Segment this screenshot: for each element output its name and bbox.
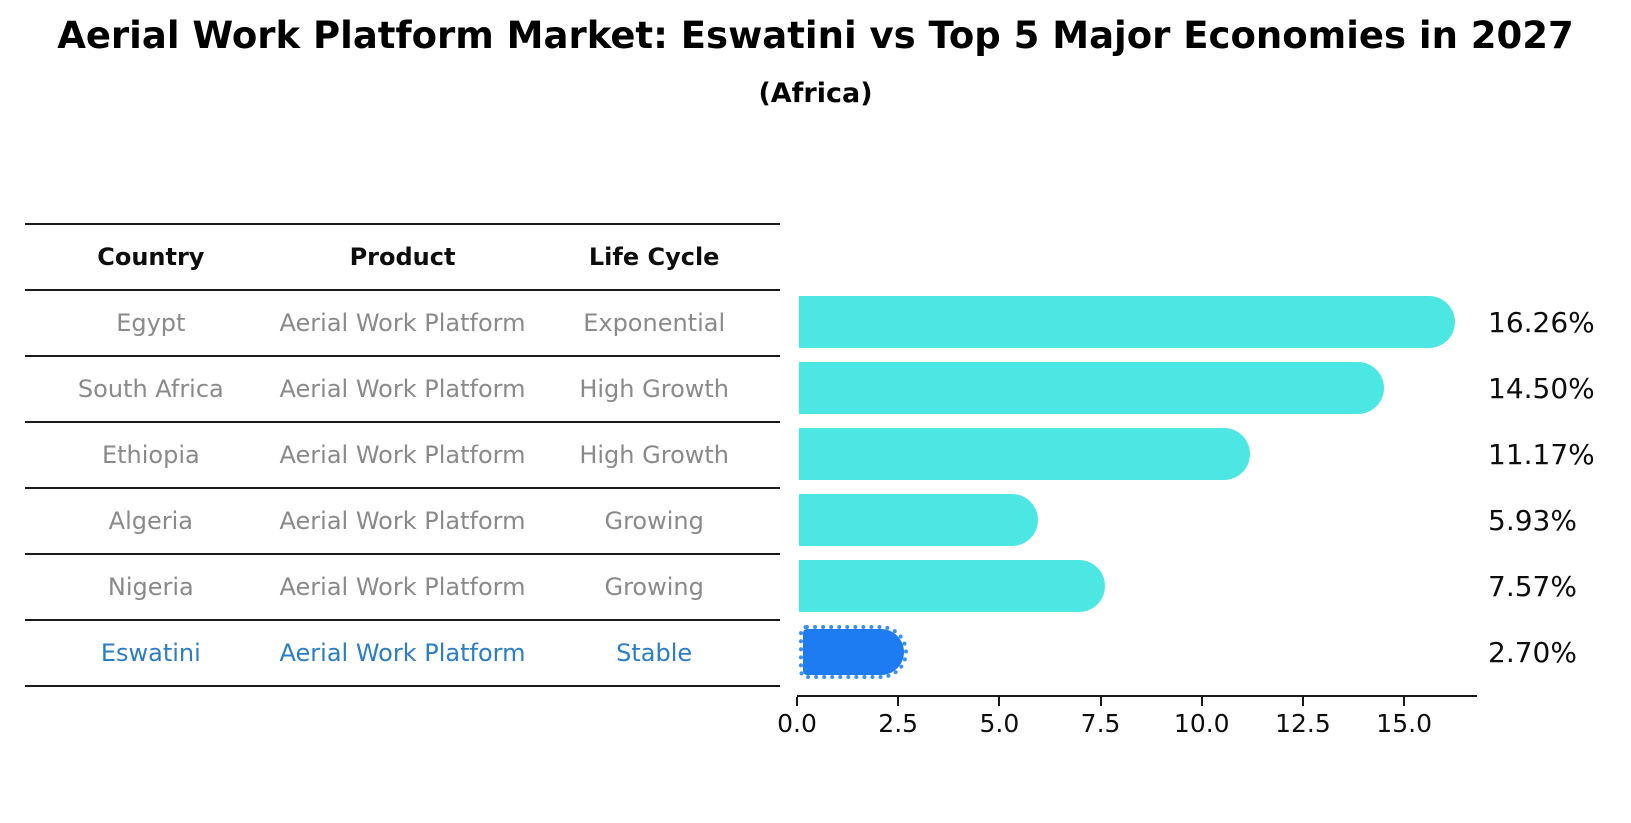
value-label-row: 14.50% [1488, 355, 1631, 421]
value-label: 11.17% [1488, 437, 1595, 471]
cell-lifecycle: Exponential [583, 309, 726, 337]
cell-lifecycle: Stable [616, 639, 693, 667]
value-bar [799, 494, 1039, 546]
value-bar [799, 560, 1105, 612]
x-tick [796, 697, 798, 706]
value-bar [799, 362, 1385, 414]
bar-row [799, 421, 1477, 487]
bar-row [799, 619, 1477, 685]
value-bar [799, 296, 1456, 348]
table-row: South Africa Aerial Work Platform High G… [25, 357, 780, 423]
cell-country: Algeria [108, 507, 193, 535]
value-label-row: 2.70% [1488, 619, 1631, 685]
col-header-product: Product [349, 243, 456, 271]
cell-lifecycle: Growing [604, 573, 704, 601]
value-label: 7.57% [1488, 569, 1577, 603]
cell-product: Aerial Work Platform [279, 507, 526, 535]
x-tick [1403, 697, 1406, 706]
x-tick [897, 697, 900, 706]
x-tick-label: 2.5 [878, 709, 919, 738]
value-label: 14.50% [1488, 371, 1595, 405]
value-label: 5.93% [1488, 503, 1577, 537]
value-label: 2.70% [1488, 635, 1577, 669]
x-tick-label: 15.0 [1376, 709, 1432, 738]
cell-product: Aerial Work Platform [279, 573, 526, 601]
cell-product: Aerial Work Platform [279, 309, 526, 337]
x-tick-label: 10.0 [1173, 709, 1230, 738]
cell-country: Ethiopia [101, 441, 200, 469]
bar-row [799, 553, 1477, 619]
cell-country: South Africa [77, 375, 224, 403]
data-table: Country Product Life Cycle Egypt Aerial … [25, 223, 780, 687]
bar-row [799, 487, 1477, 553]
cell-lifecycle: High Growth [579, 441, 730, 469]
table-row: Eswatini Aerial Work Platform Stable [25, 621, 780, 687]
cell-product: Aerial Work Platform [279, 375, 526, 403]
value-label-row: 11.17% [1488, 421, 1631, 487]
x-tick-label: 0.0 [777, 709, 817, 738]
table-body: Egypt Aerial Work Platform Exponential S… [25, 291, 780, 687]
page-subtitle: (Africa) [758, 78, 873, 109]
value-label: 16.26% [1488, 305, 1595, 339]
value-label-row: 16.26% [1488, 289, 1631, 355]
bar-chart [799, 289, 1477, 685]
x-tick-label: 7.5 [1080, 709, 1121, 738]
value-label-row: 5.93% [1488, 487, 1631, 553]
bar-row [799, 355, 1477, 421]
x-tick [1200, 697, 1203, 706]
x-tick-label: 5.0 [979, 709, 1020, 738]
x-tick [1099, 697, 1102, 706]
table-row: Ethiopia Aerial Work Platform High Growt… [25, 423, 780, 489]
value-bar [799, 428, 1250, 480]
x-tick-label: 12.5 [1275, 709, 1331, 738]
cell-country: Egypt [116, 309, 186, 337]
x-tick [1301, 697, 1304, 706]
bar-row [799, 289, 1477, 355]
value-bar [799, 625, 908, 679]
cell-country: Nigeria [107, 573, 194, 601]
col-header-country: Country [97, 243, 205, 271]
cell-country: Eswatini [100, 639, 201, 667]
x-tick [998, 697, 1001, 706]
table-row: Egypt Aerial Work Platform Exponential [25, 291, 780, 357]
cell-lifecycle: Growing [604, 507, 704, 535]
table-header-row: Country Product Life Cycle [25, 225, 780, 291]
col-header-lifecycle: Life Cycle [588, 243, 720, 271]
page-title: Aerial Work Platform Market: Eswatini vs… [57, 14, 1574, 57]
x-axis: 0.0 2.5 5.0 7.5 10.0 12.5 15.0 [777, 695, 1477, 738]
table-row: Nigeria Aerial Work Platform Growing [25, 555, 780, 621]
table-row: Algeria Aerial Work Platform Growing [25, 489, 780, 555]
cell-lifecycle: High Growth [579, 375, 730, 403]
cell-product: Aerial Work Platform [279, 639, 526, 667]
cell-product: Aerial Work Platform [279, 441, 526, 469]
value-label-row: 7.57% [1488, 553, 1631, 619]
value-label-column: 16.26% 14.50% 11.17% 5.93% 7.57% 2.70% [1488, 289, 1631, 685]
